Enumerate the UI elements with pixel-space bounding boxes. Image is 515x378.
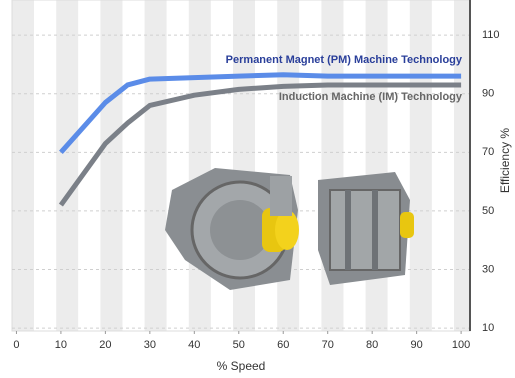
x-tick-label: 50	[233, 339, 245, 351]
stripe	[388, 0, 410, 331]
x-tick-label: 100	[452, 339, 470, 351]
y-tick-label: 10	[482, 322, 494, 334]
stripe	[34, 0, 56, 331]
y-tick-label: 90	[482, 88, 494, 100]
x-tick-label: 80	[366, 339, 378, 351]
y-tick-label: 70	[482, 146, 494, 158]
stripe	[167, 0, 189, 331]
x-tick-label: 90	[411, 339, 423, 351]
x-tick-label: 10	[55, 339, 67, 351]
stripe	[189, 0, 211, 331]
x-tick-label: 0	[13, 339, 19, 351]
series-label: Permanent Magnet (PM) Machine Technology	[226, 54, 463, 66]
stripe	[100, 0, 122, 331]
stripe	[299, 0, 321, 331]
x-axis-label: % Speed	[217, 359, 266, 373]
stripe	[56, 0, 78, 331]
y-axis-label: Efficiency %	[498, 128, 512, 193]
y-tick-label: 30	[482, 263, 494, 275]
x-tick-label: 40	[188, 339, 200, 351]
stripe	[123, 0, 145, 331]
y-tick-label: 110	[482, 29, 500, 41]
stripe	[366, 0, 388, 331]
stripe	[145, 0, 167, 331]
x-tick-label: 60	[277, 339, 289, 351]
stripe	[454, 0, 470, 331]
im-machine-illustration	[318, 172, 414, 285]
x-tick-label: 70	[322, 339, 334, 351]
series-label: Induction Machine (IM) Technology	[279, 91, 463, 103]
y-tick-label: 50	[482, 205, 494, 217]
stripe	[410, 0, 432, 331]
x-tick-label: 20	[99, 339, 111, 351]
stripe	[12, 0, 34, 331]
chart: Permanent Magnet (PM) Machine Technology…	[0, 0, 515, 378]
stripe	[432, 0, 454, 331]
x-tick-label: 30	[144, 339, 156, 351]
